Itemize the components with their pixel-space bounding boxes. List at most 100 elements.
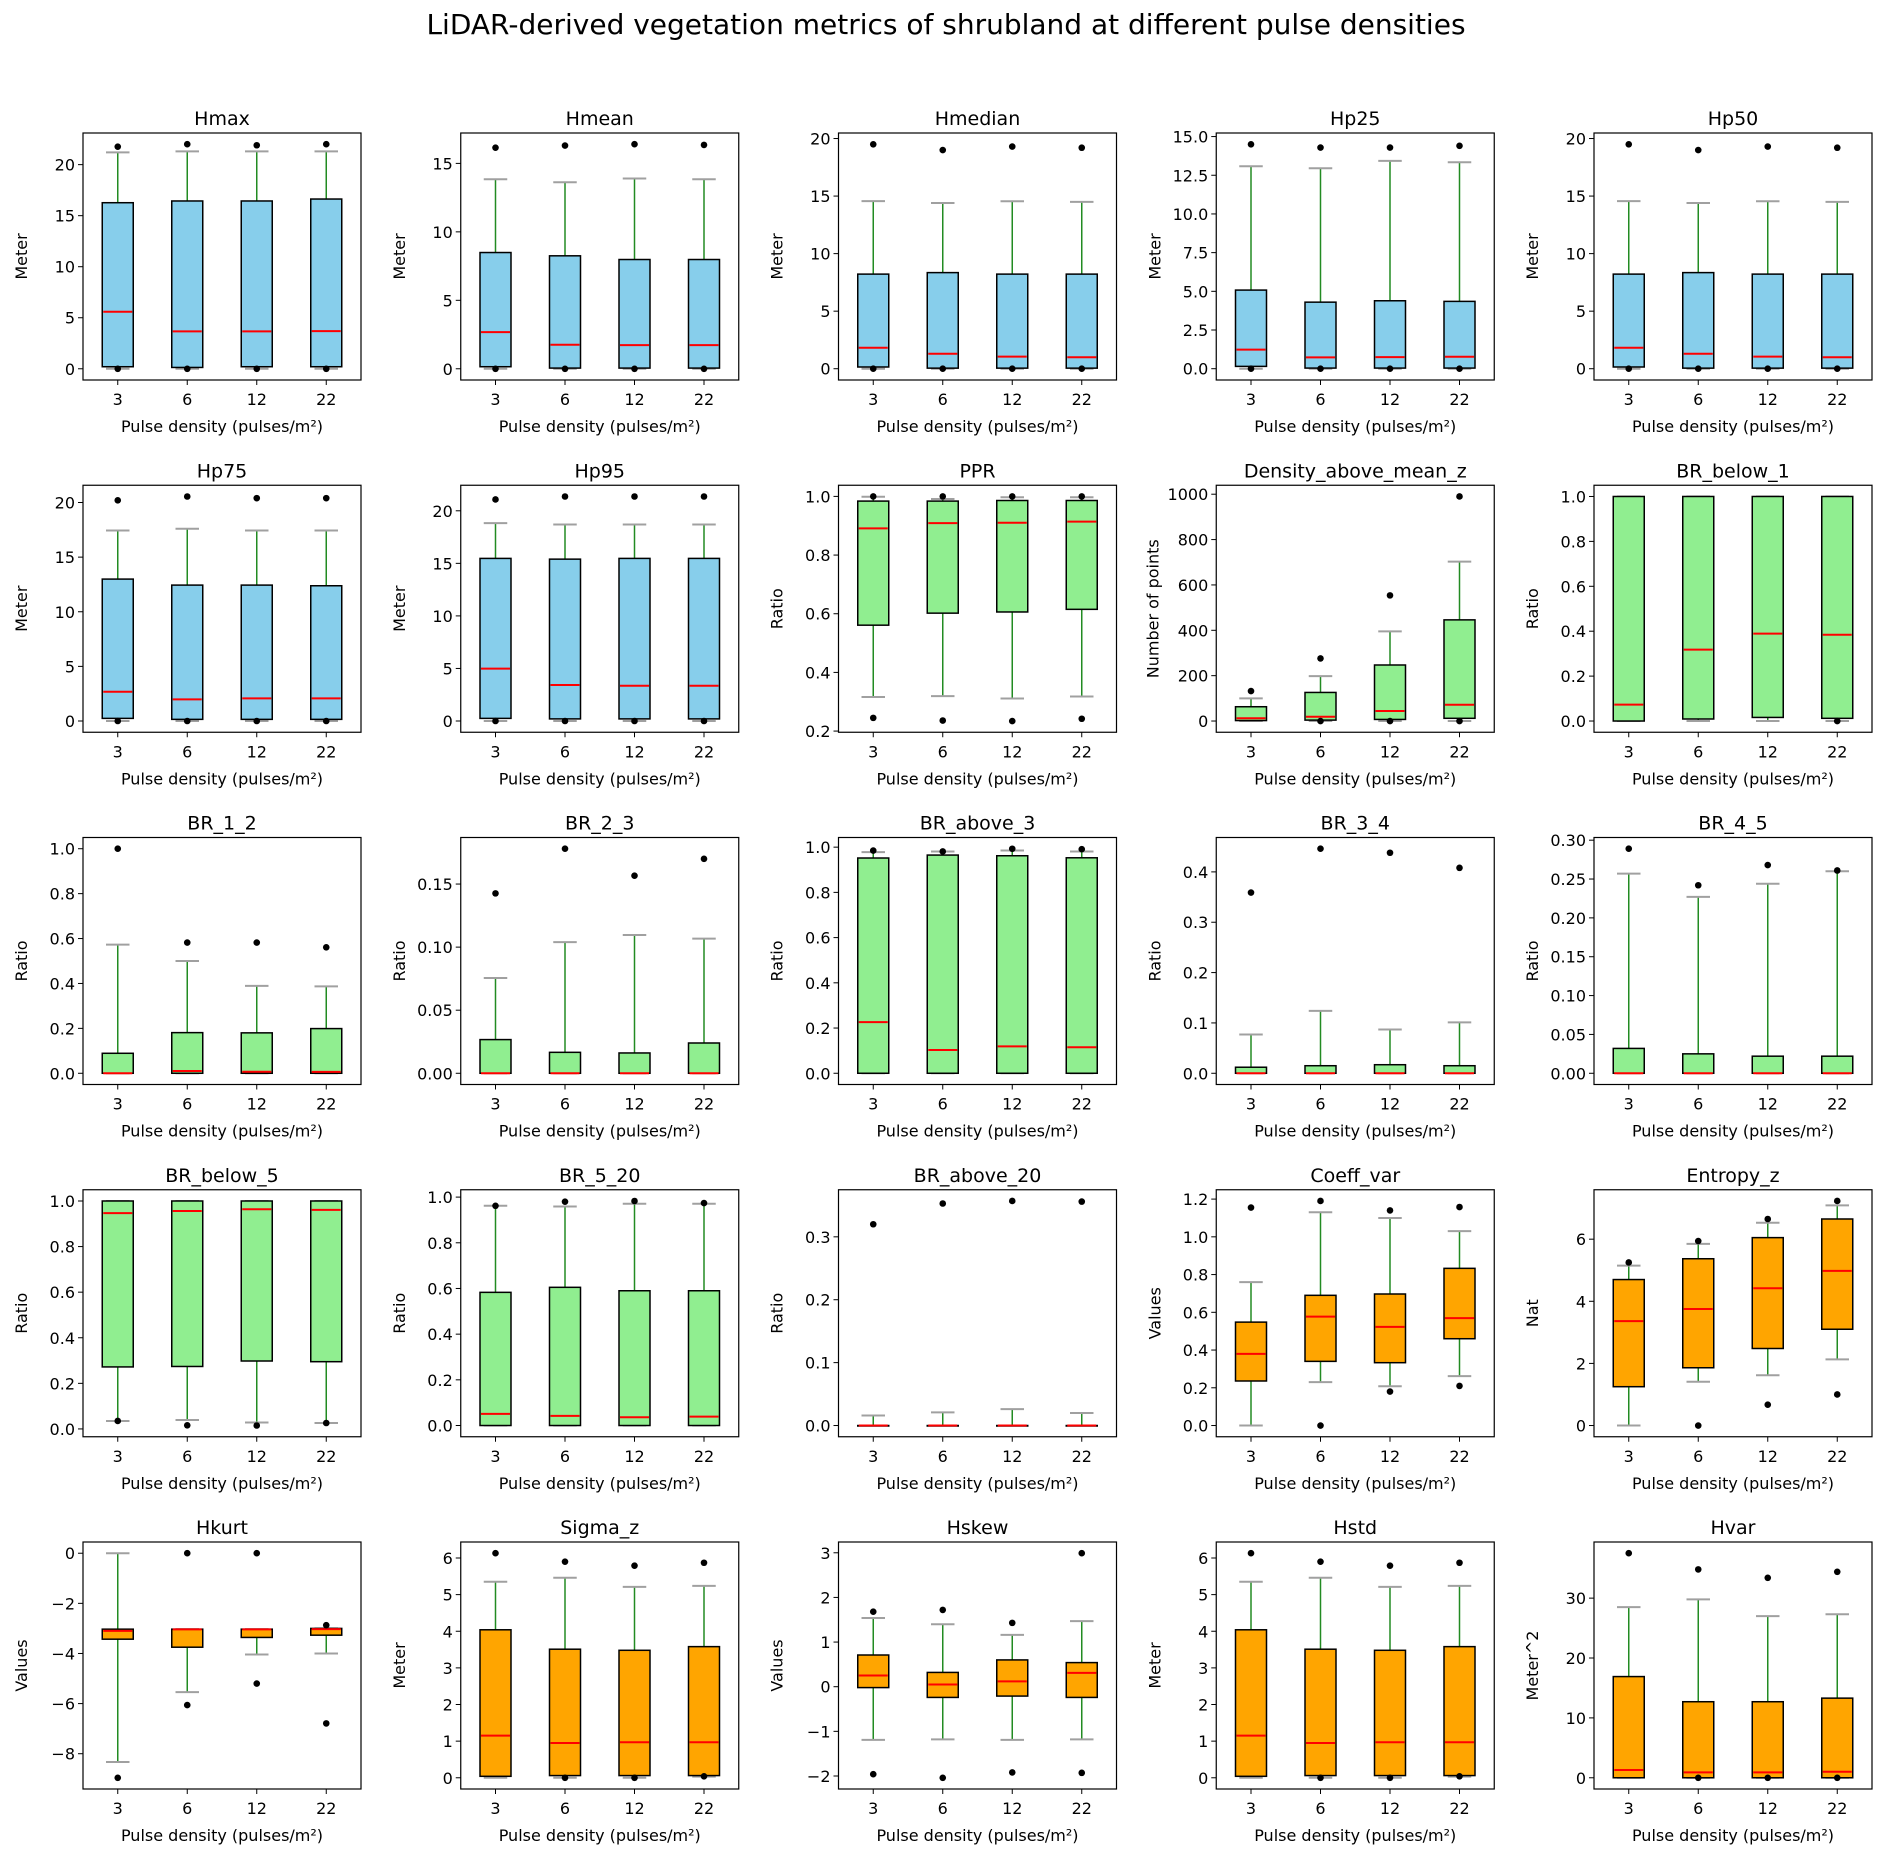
- y-axis-label: Meter^2: [1523, 1631, 1542, 1701]
- x-axis-label: Pulse density (pulses/m²): [1254, 1122, 1456, 1141]
- box-6: [926, 146, 959, 373]
- outlier-point: [561, 1558, 569, 1565]
- y-tick-label: 0.8: [805, 546, 830, 565]
- box-iqr: [687, 258, 721, 369]
- y-tick-label: 12.5: [1173, 166, 1209, 185]
- y-tick-label: 20: [1566, 130, 1586, 149]
- box-3: [101, 1552, 134, 1782]
- outlier-point: [253, 1549, 261, 1557]
- x-tick-label: 6: [1315, 1447, 1325, 1466]
- box-6: [1682, 1566, 1715, 1782]
- box-iqr: [101, 1200, 134, 1368]
- box-iqr: [618, 1052, 651, 1075]
- y-tick-label: 0.8: [50, 885, 75, 904]
- x-tick-label: 22: [316, 1799, 336, 1818]
- y-tick-label: 1: [820, 1633, 830, 1652]
- outlier-point: [183, 939, 191, 946]
- x-axis-label: Pulse density (pulses/m²): [876, 769, 1078, 788]
- x-tick-label: 12: [1758, 390, 1778, 409]
- y-axis-label: Meter: [12, 585, 31, 632]
- box-iqr: [857, 273, 890, 368]
- outlier-point: [1386, 1207, 1394, 1214]
- subplot-hmean: Hmean 0 5 10 15 Meter 3 6 12 22 Pulse density (pul…: [390, 108, 740, 436]
- axes-frame: [82, 1541, 362, 1790]
- y-tick-label: 3: [1198, 1659, 1208, 1678]
- box-6: [1304, 655, 1337, 725]
- y-tick-label: 10: [1566, 245, 1586, 264]
- box-12: [1373, 1562, 1407, 1782]
- outlier-point: [1833, 867, 1841, 874]
- box-iqr: [926, 500, 959, 614]
- x-tick-label: 6: [1315, 1799, 1325, 1818]
- y-tick-label: 0: [65, 712, 75, 731]
- box-iqr: [996, 499, 1029, 613]
- outlier-point: [1008, 845, 1016, 853]
- outlier-point: [1386, 717, 1394, 725]
- box-3: [1612, 140, 1645, 373]
- subplot-br-4-5: BR_4_5 0.00 0.05 0.10 0.15 0.20 0.25 0.30 Ratio 3…: [1523, 813, 1873, 1141]
- subplot-hp95: Hp95 0 5 10 15 20 Meter 3 6 12 22 Pulse density (pu…: [390, 460, 740, 788]
- y-tick-label: 0.4: [50, 1329, 75, 1348]
- x-tick-label: 6: [1693, 1095, 1703, 1114]
- outlier-point: [1833, 144, 1841, 152]
- outlier-point: [939, 493, 947, 500]
- outlier-point: [1456, 717, 1463, 725]
- y-axis-label: Ratio: [1523, 940, 1542, 981]
- x-tick-label: 22: [694, 742, 714, 761]
- y-tick-label: 20: [810, 130, 830, 149]
- outlier-point: [631, 1197, 638, 1205]
- box-iqr: [548, 1648, 582, 1777]
- outlier-point: [1247, 687, 1255, 695]
- outlier-point: [322, 1720, 330, 1727]
- subplot-hp50: Hp50 0 5 10 15 20 Meter 3 6 12 22 Pulse density (pu…: [1523, 108, 1873, 436]
- outlier-point: [939, 146, 947, 154]
- box-iqr: [687, 557, 721, 720]
- x-axis-label: Pulse density (pulses/m²): [1254, 1474, 1456, 1493]
- y-tick-label: 3: [443, 1659, 453, 1678]
- x-tick-label: 3: [113, 390, 123, 409]
- outlier-point: [631, 872, 638, 880]
- y-axis-label: Meter: [390, 1642, 409, 1689]
- box-12: [1751, 495, 1784, 723]
- y-tick-label: 0.4: [1183, 1341, 1208, 1360]
- box-iqr: [857, 500, 890, 626]
- box-3: [479, 496, 512, 725]
- box-3: [857, 493, 890, 722]
- y-tick-label: 10: [1566, 1709, 1586, 1728]
- y-axis-label: Ratio: [768, 940, 787, 981]
- outlier-point: [1317, 1197, 1324, 1205]
- y-tick-label: 10: [55, 603, 75, 622]
- y-tick-label: −8: [51, 1745, 75, 1764]
- x-tick-label: 22: [1827, 742, 1847, 761]
- y-tick-label: 10.0: [1173, 205, 1209, 224]
- box-iqr: [479, 251, 512, 368]
- box-iqr: [548, 558, 582, 720]
- box-12: [1751, 1574, 1784, 1782]
- outlier-point: [322, 494, 330, 502]
- y-axis-label: Values: [768, 1639, 787, 1691]
- x-tick-label: 12: [624, 1799, 644, 1818]
- x-tick-label: 3: [490, 1095, 500, 1114]
- subplot-title: BR_above_3: [920, 813, 1036, 835]
- x-tick-label: 12: [1758, 742, 1778, 761]
- y-tick-label: 200: [1178, 667, 1209, 686]
- outlier-point: [1833, 1774, 1841, 1782]
- y-tick-label: 0.15: [417, 875, 453, 894]
- x-tick-label: 12: [1380, 1447, 1400, 1466]
- outlier-point: [1317, 144, 1324, 151]
- subplot-hkurt: Hkurt 0 −2 −4 −6 −8 Values 3 6 12 22 Pulse density …: [12, 1517, 362, 1845]
- x-tick-label: 12: [1380, 390, 1400, 409]
- y-tick-label: 2: [820, 1588, 830, 1607]
- box-iqr: [101, 201, 134, 368]
- y-axis-label: Meter: [1145, 1642, 1164, 1689]
- x-tick-label: 3: [1246, 1447, 1256, 1466]
- box-iqr: [1821, 495, 1854, 720]
- subplot-br-3-4: BR_3_4 0.0 0.1 0.2 0.3 0.4 Ratio 3 6 12 22 Pulse de…: [1145, 813, 1495, 1141]
- y-tick-label: 5: [443, 1586, 453, 1605]
- box-iqr: [548, 255, 582, 369]
- outlier-point: [1694, 1774, 1702, 1782]
- box-3: [479, 1549, 512, 1779]
- box-12: [996, 845, 1029, 1075]
- box-iqr: [1612, 1047, 1645, 1075]
